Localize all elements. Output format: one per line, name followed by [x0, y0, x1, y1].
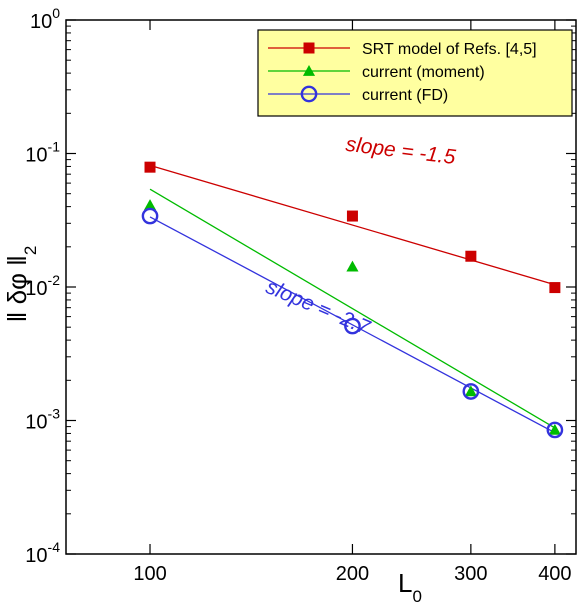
x-tick-label: 400	[538, 563, 571, 585]
triangle-marker	[464, 385, 477, 397]
legend-entry-label: current (FD)	[362, 87, 448, 104]
legend-entry-label: current (moment)	[362, 64, 485, 81]
x-tick-label: 200	[336, 563, 369, 585]
circle-marker	[344, 317, 361, 335]
slope-annotation: slope = -2.7	[263, 275, 375, 340]
y-tick-label: 10-4	[25, 539, 60, 567]
y-tick-label: 10-3	[25, 406, 60, 434]
axes-layer: 100 10-1 10-2 10-3 10-4 100 200 300 400	[25, 5, 577, 585]
markers-layer	[141, 161, 564, 439]
square-marker	[465, 250, 477, 262]
y-axis-label: ‖ δφ ‖2	[2, 246, 40, 323]
x-tick-label: 300	[454, 563, 487, 585]
slope-annotation: slope = -1.5	[344, 133, 457, 169]
y-tick-label: 10-2	[25, 272, 60, 300]
circle-marker	[462, 383, 480, 400]
legend: SRT model of Refs. [4,5] current (moment)…	[257, 29, 573, 117]
fit-lines-layer	[149, 164, 556, 434]
square-marker	[346, 210, 358, 222]
triangle-marker	[346, 260, 359, 272]
triangle-marker	[143, 199, 157, 211]
triangle-marker	[548, 423, 561, 435]
y-tick-label: 100	[30, 5, 60, 33]
fit-line	[149, 188, 556, 429]
circle-marker	[546, 421, 564, 439]
circle-marker	[300, 85, 318, 103]
y-tick-label: 10-1	[25, 139, 60, 167]
circle-marker	[141, 207, 159, 225]
x-axis-label: L0	[398, 568, 422, 604]
square-marker	[303, 42, 315, 54]
annotations-layer: slope = -1.5 slope = -2.7	[263, 133, 458, 340]
axis-labels-layer: L0 ‖ δφ ‖2	[2, 246, 422, 606]
triangle-marker	[302, 64, 316, 76]
legend-entry-label: SRT model of Refs. [4,5]	[362, 41, 537, 58]
x-tick-label: 100	[133, 563, 166, 585]
fit-line	[149, 216, 556, 434]
square-marker	[549, 282, 561, 294]
square-marker	[144, 161, 156, 173]
fit-line	[149, 164, 556, 286]
